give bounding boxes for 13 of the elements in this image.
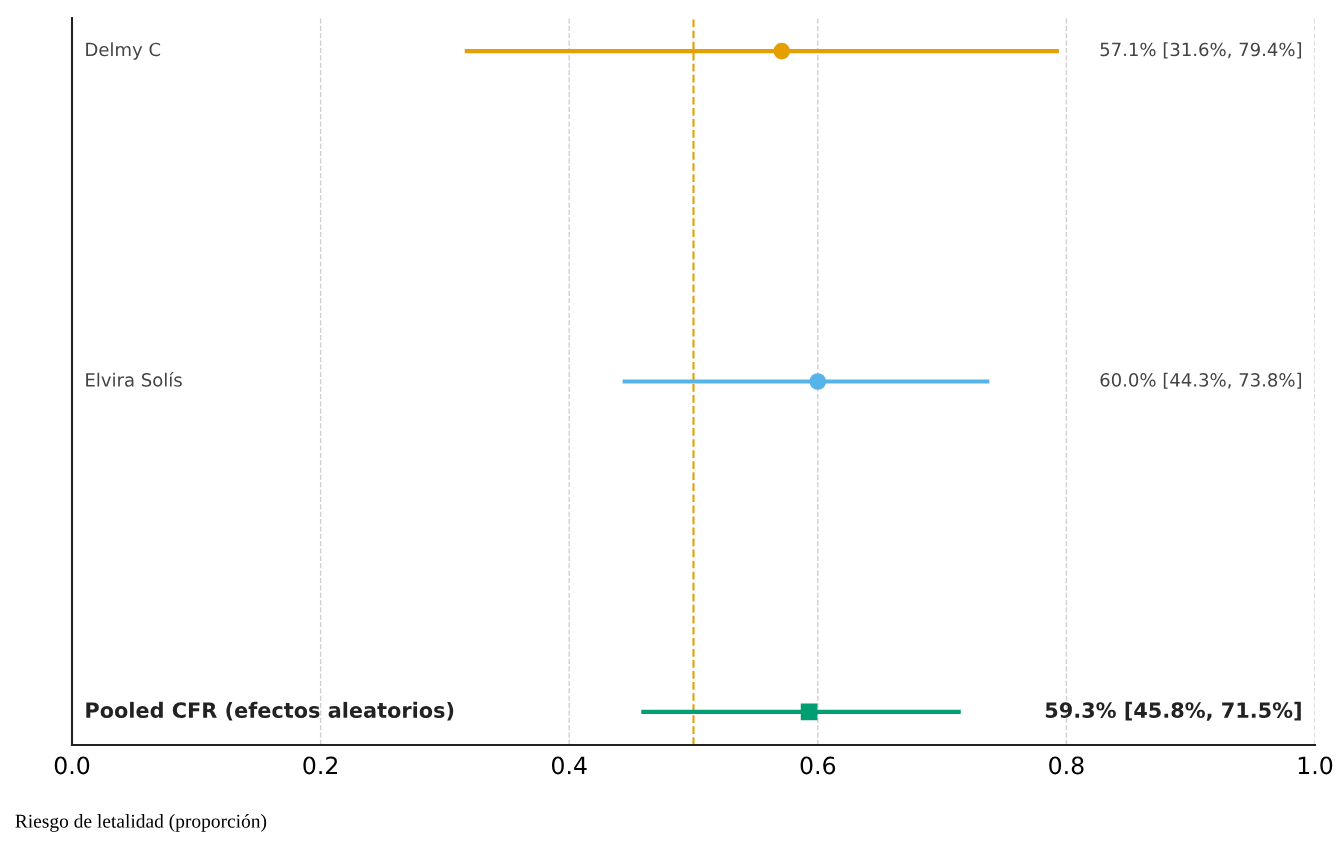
x-tick-label: 1.0: [1298, 756, 1333, 775]
annotation: 60.0% [44.3%, 73.8%]: [1100, 372, 1302, 389]
x-tick-label: 0.2: [303, 756, 338, 775]
x-tick-label: 0.0: [54, 756, 90, 775]
y-tick-label: Pooled CFR (efectos aleatorios): [86, 701, 454, 721]
y-tick-label: Delmy C: [86, 42, 161, 60]
x-tick-label: 0.8: [1049, 756, 1084, 775]
x-axis-title: Riesgo de letalidad (proporción): [15, 814, 267, 832]
annotation: 59.3% [45.8%, 71.5%]: [1045, 701, 1301, 721]
y-tick-label: Elvira Solís: [86, 372, 182, 387]
x-tick-label: 0.4: [551, 756, 587, 775]
x-tick-label: 0.6: [800, 756, 836, 775]
annotation: 57.1% [31.6%, 79.4%]: [1100, 42, 1302, 59]
